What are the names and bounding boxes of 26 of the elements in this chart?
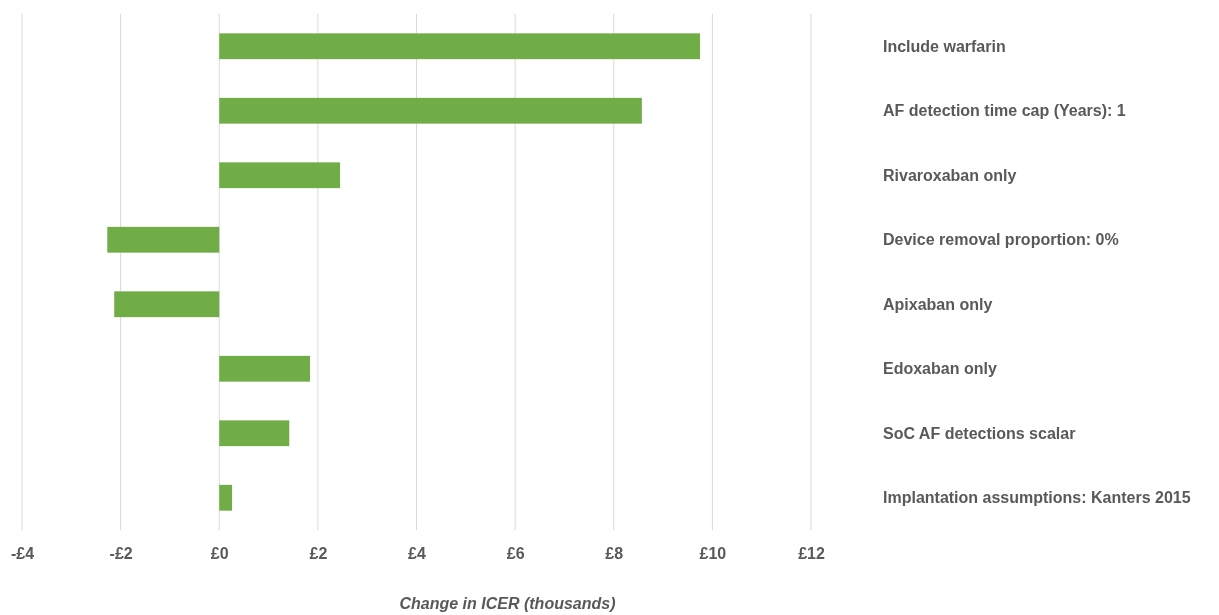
- y-tick-label: Implantation assumptions: Kanters 2015: [883, 489, 1191, 507]
- x-tick-label: £2: [309, 545, 328, 563]
- y-tick-label: Device removal proportion: 0%: [883, 231, 1119, 249]
- y-tick-label: SoC AF detections scalar: [883, 424, 1076, 442]
- bar: [219, 162, 341, 189]
- bar: [219, 33, 701, 60]
- bar: [219, 355, 310, 382]
- bar: [219, 484, 233, 511]
- x-tick-label: £4: [408, 545, 426, 563]
- y-tick-label: Edoxaban only: [883, 360, 997, 378]
- bar: [114, 291, 220, 318]
- bar: [219, 420, 290, 447]
- x-tick-label: £0: [210, 545, 229, 563]
- x-tick-label: £12: [798, 545, 825, 563]
- x-tick-label: £6: [506, 545, 525, 563]
- x-tick-label: -£2: [109, 545, 133, 563]
- x-tick-label: £8: [605, 545, 624, 563]
- x-tick-label: -£4: [10, 545, 35, 563]
- y-tick-label: Apixaban only: [883, 295, 993, 313]
- x-axis-title: Change in ICER (thousands): [399, 595, 616, 612]
- y-tick-label: Include warfarin: [883, 37, 1006, 55]
- y-tick-label: AF detection time cap (Years): 1: [883, 102, 1126, 120]
- bar: [107, 226, 220, 253]
- y-tick-label: Rivaroxaban only: [883, 166, 1017, 184]
- x-tick-label: £10: [699, 545, 727, 563]
- bar: [219, 97, 642, 124]
